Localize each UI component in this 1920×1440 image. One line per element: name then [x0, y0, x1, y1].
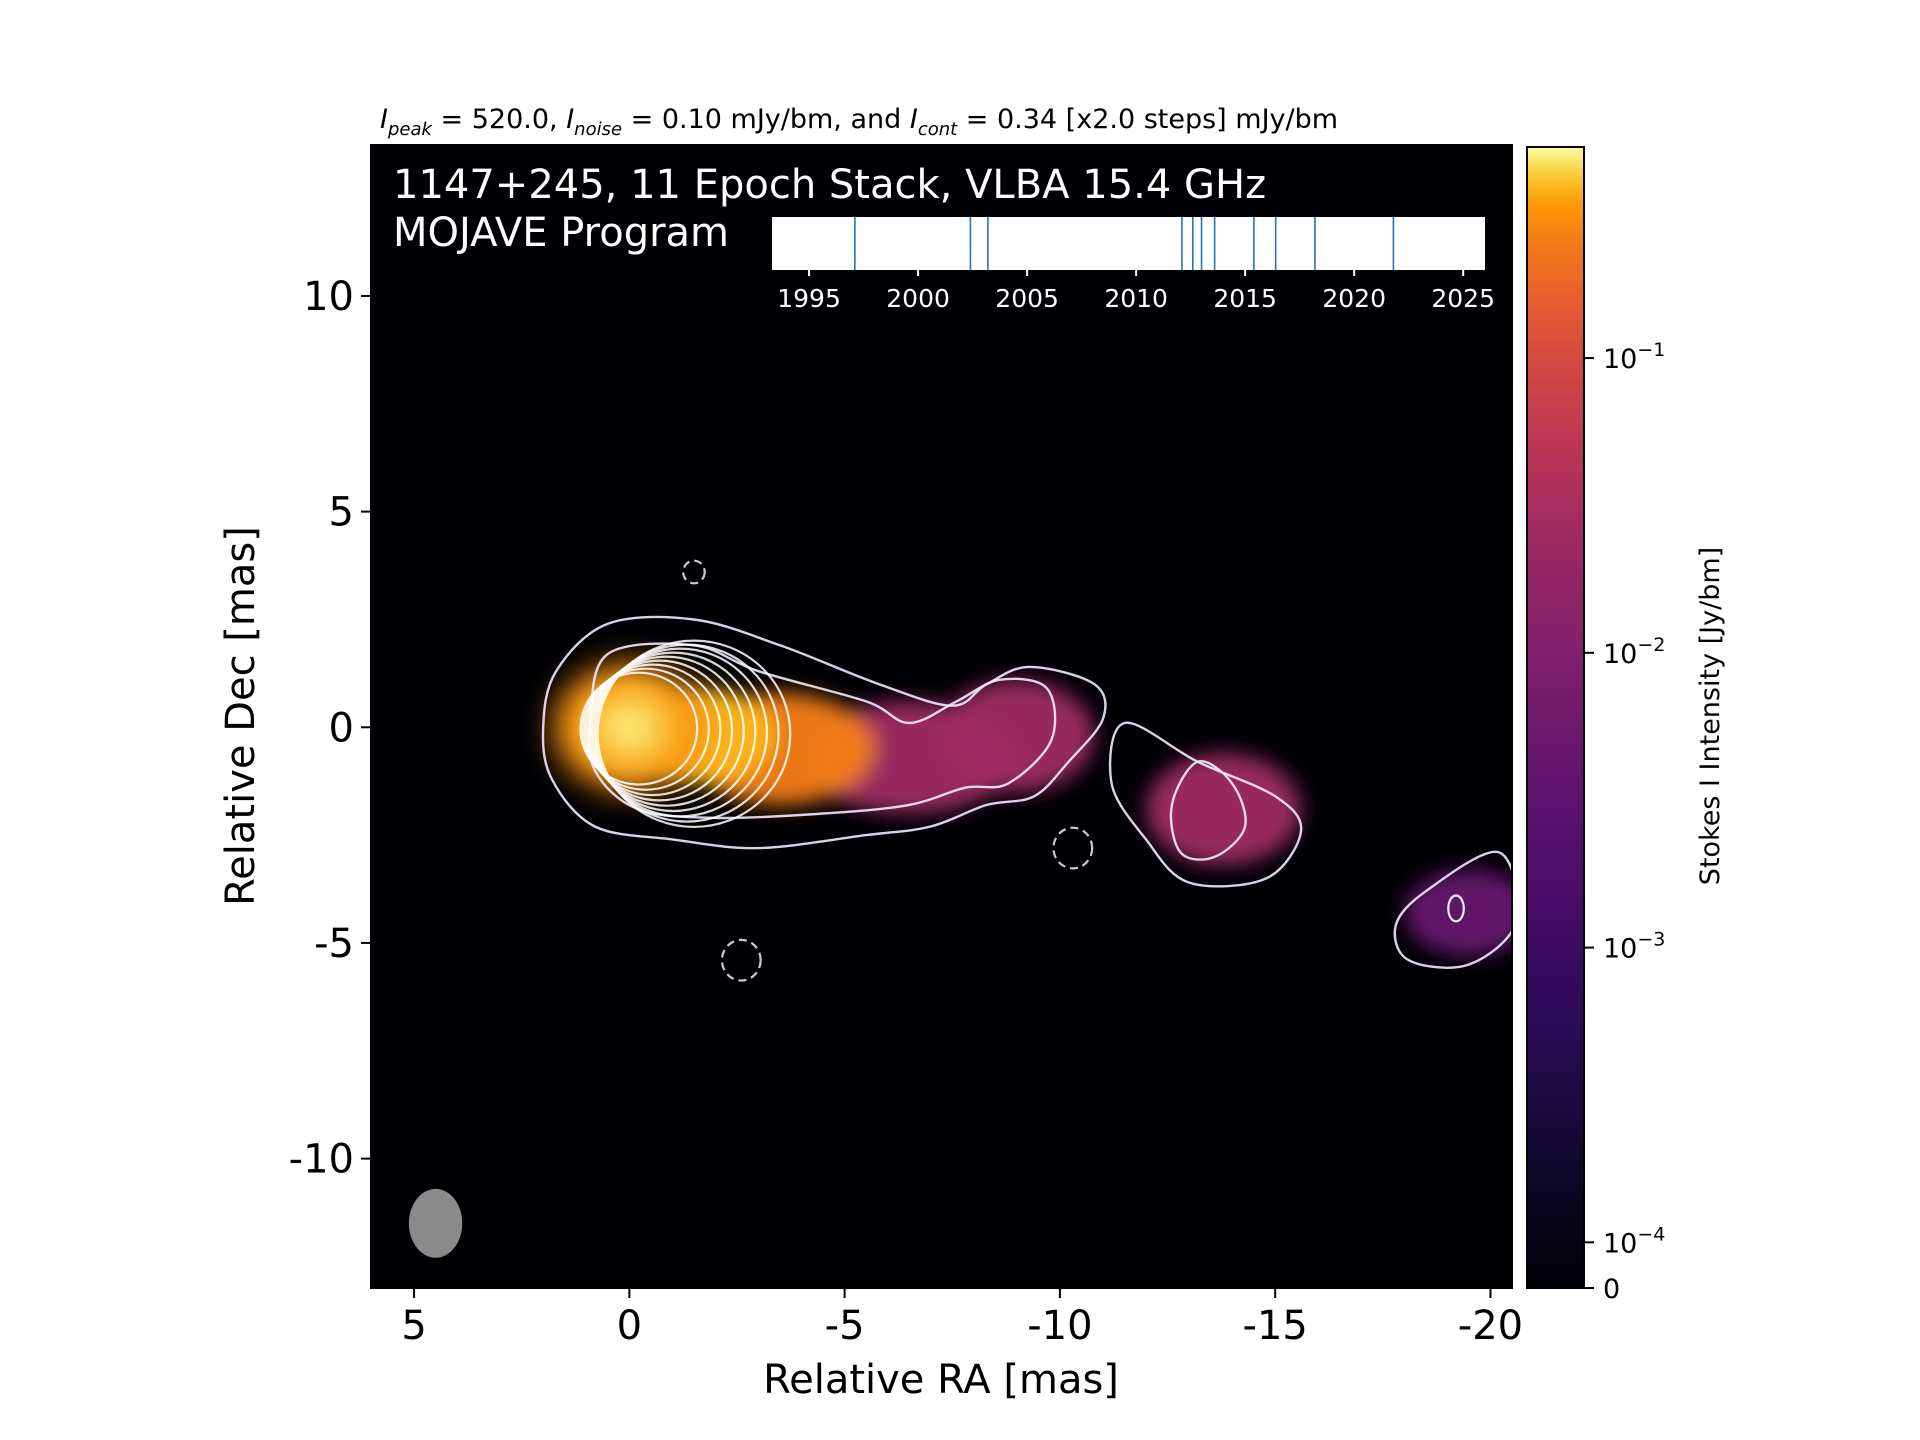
chart-title-line2: MOJAVE Program: [393, 210, 729, 256]
contour-line: [1393, 850, 1512, 969]
timeline-tick-label: 2005: [995, 284, 1059, 313]
timeline-box: [772, 217, 1485, 270]
epoch-lines: [854, 217, 1395, 270]
stats-i-peak: I: [380, 104, 388, 135]
contour-line: [585, 659, 734, 802]
stats-noise-sub: noise: [574, 119, 622, 140]
timeline-tick-label: 2010: [1104, 284, 1168, 313]
contour-line: [592, 647, 769, 818]
chart-title-line1: 1147+245, 11 Epoch Stack, VLBA 15.4 GHz: [393, 162, 1266, 208]
contour-line: [1169, 760, 1247, 861]
colorbar-ticks: 10−1 10−2 10−3 10−4 0: [1584, 339, 1665, 1305]
negative-contour: [682, 559, 706, 585]
contour-line: [594, 643, 780, 823]
emission-component: [1404, 869, 1512, 956]
contour-line: [1447, 894, 1465, 923]
timeline-tick-label: 2000: [886, 284, 950, 313]
y-tick-label: -10: [289, 1137, 354, 1183]
x-tick-label: 0: [617, 1303, 642, 1349]
colorbar-tick-label: 10−2: [1603, 634, 1665, 670]
x-tick-label: -15: [1243, 1303, 1308, 1349]
y-tick-label: 10: [303, 274, 354, 320]
colorbar-tick-label: 0: [1603, 1274, 1620, 1305]
y-axis-label: Relative Dec [mas]: [218, 526, 264, 906]
x-axis-label: Relative RA [mas]: [763, 1357, 1119, 1403]
plot-frame: [370, 144, 1513, 1289]
contour-line: [541, 615, 1107, 850]
negative-contour: [720, 938, 762, 982]
stats-peak-sub: peak: [387, 119, 434, 140]
timeline-tick-label: 2015: [1213, 284, 1277, 313]
contour-line: [579, 671, 699, 786]
stats-cont-sub: cont: [918, 119, 958, 140]
colorbar-gradient: [1526, 146, 1585, 1289]
colorbar-tick-label: 10−1: [1603, 339, 1665, 375]
stats-i-noise: I: [566, 104, 574, 135]
colorbar-label: Stokes I Intensity [Jy/bm]: [1695, 547, 1726, 885]
y-tick-label: -5: [314, 921, 354, 967]
beam-ellipse: [408, 1188, 463, 1258]
image-panel: 1147+245, 11 Epoch Stack, VLBA 15.4 GHz …: [289, 144, 1523, 1349]
stats-peak-value: = 520.0,: [432, 104, 566, 135]
x-tick-label: -10: [1027, 1303, 1092, 1349]
timeline-ticks: 1995 2000 2005 2010 2015 2020 2025: [777, 270, 1495, 313]
colorbar-tick-label: 10−3: [1603, 929, 1665, 965]
stats-line: Ipeak = 520.0, Inoise = 0.10 mJy/bm, and…: [380, 104, 1338, 140]
timeline-tick-label: 2020: [1322, 284, 1386, 313]
x-tick-label: -5: [825, 1303, 865, 1349]
stats-i-cont: I: [910, 104, 918, 135]
stats-cont-value: = 0.34 [x2.0 steps] mJy/bm: [957, 104, 1338, 135]
contour-line: [583, 663, 722, 797]
core-glow: [543, 654, 716, 801]
y-tick-label: 5: [329, 490, 354, 536]
colorbar-tick-label: 10−4: [1603, 1223, 1665, 1259]
emission-map: [543, 654, 1512, 956]
negative-contour-layer: [682, 559, 1094, 982]
x-axis-ticks: 5 0 -5 -10 -15 -20: [401, 1288, 1523, 1349]
negative-contour: [1052, 826, 1094, 870]
contour-line: [587, 655, 745, 807]
contour-layer: [541, 615, 1512, 969]
timeline-tick-label: 2025: [1431, 284, 1495, 313]
beam-layer: [408, 1188, 463, 1258]
y-tick-label: 0: [329, 705, 354, 751]
timeline-tick-label: 1995: [777, 284, 841, 313]
stats-noise-value: = 0.10 mJy/bm, and: [622, 104, 910, 135]
x-tick-label: -20: [1458, 1303, 1523, 1349]
epoch-timeline-inset: 1995 2000 2005 2010 2015 2020 2025: [772, 217, 1495, 313]
y-axis-ticks: 10 5 0 -5 -10: [289, 274, 371, 1183]
colorbar: 10−1 10−2 10−3 10−4 0 Stokes I Intensity [Jy…: [1526, 146, 1726, 1305]
contour-line: [596, 639, 792, 829]
x-tick-label: 5: [401, 1303, 426, 1349]
contour-line: [590, 651, 757, 813]
emission-component: [1146, 753, 1302, 866]
contour-line: [1108, 721, 1303, 888]
contour-line: [581, 667, 710, 791]
